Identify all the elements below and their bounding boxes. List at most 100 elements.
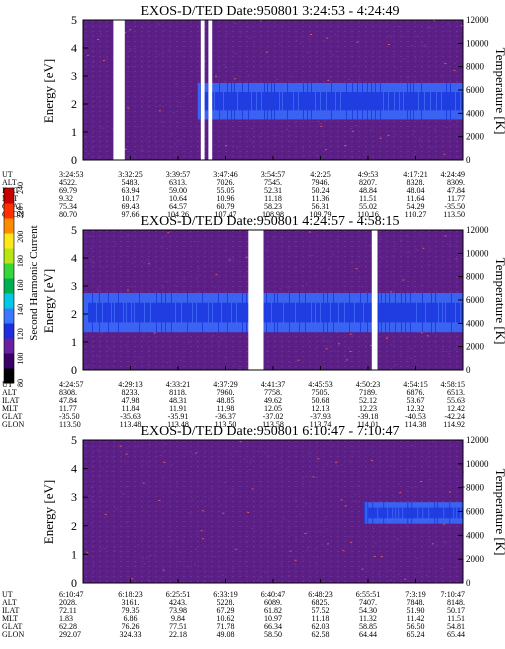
colorbar-tick-label: 140 bbox=[16, 304, 25, 316]
speckle bbox=[235, 451, 238, 453]
band-streak bbox=[416, 293, 417, 333]
band-streak bbox=[99, 293, 100, 333]
panel-3-title: EXOS-D/TED Date:950801 6:10:47 - 7:10:47 bbox=[141, 424, 400, 439]
colorbar-tick-label: 220 bbox=[16, 206, 25, 218]
table-cell: 64.57 bbox=[169, 202, 187, 211]
speckle bbox=[440, 568, 443, 569]
speckle bbox=[340, 464, 343, 466]
speckle bbox=[142, 460, 144, 462]
speckle bbox=[406, 490, 409, 492]
band-streak bbox=[407, 83, 408, 120]
table-cell: 7758. bbox=[264, 388, 282, 397]
speckle bbox=[327, 543, 329, 545]
band-streak bbox=[327, 293, 328, 333]
speckle bbox=[286, 128, 289, 130]
table-cell: 60.79 bbox=[217, 202, 235, 211]
speckle bbox=[250, 127, 253, 129]
band-core bbox=[368, 507, 463, 519]
speckle bbox=[95, 97, 98, 99]
colorbar-segment bbox=[4, 338, 14, 354]
table-cell: 10.64 bbox=[169, 194, 187, 203]
speckle bbox=[188, 341, 191, 343]
speckle bbox=[124, 255, 127, 257]
table-cell: 50.68 bbox=[312, 396, 330, 405]
speckle bbox=[230, 491, 233, 493]
band-streak bbox=[352, 83, 353, 120]
table-cell: 8118. bbox=[169, 388, 187, 397]
speckle bbox=[351, 441, 354, 443]
speckle bbox=[178, 51, 181, 53]
table-cell: 9.32 bbox=[59, 194, 73, 203]
speckle bbox=[97, 157, 100, 159]
speckle bbox=[357, 484, 360, 486]
band-streak bbox=[307, 83, 308, 120]
table-cell: 114.01 bbox=[357, 420, 379, 429]
table-cell: 7189. bbox=[359, 388, 377, 397]
speckle bbox=[96, 355, 98, 357]
speckle bbox=[327, 79, 330, 81]
speckle bbox=[195, 126, 198, 128]
speckle bbox=[385, 337, 388, 339]
band-streak bbox=[349, 293, 350, 333]
band-streak bbox=[460, 502, 462, 524]
table-cell: 114.92 bbox=[443, 420, 465, 429]
speckle bbox=[351, 262, 354, 263]
speckle bbox=[421, 332, 424, 334]
speckle bbox=[273, 135, 276, 137]
table-cell: 7:3:19 bbox=[405, 590, 425, 599]
band-streak bbox=[410, 293, 411, 333]
speckle bbox=[305, 549, 308, 551]
speckle bbox=[363, 153, 366, 155]
y-right-tick-label: 6000 bbox=[466, 85, 485, 95]
speckle bbox=[287, 247, 290, 249]
speckle bbox=[402, 279, 405, 281]
table-cell: 8148. bbox=[447, 598, 465, 607]
speckle bbox=[346, 359, 349, 361]
speckle bbox=[137, 445, 140, 447]
table-cell: 22.18 bbox=[169, 630, 187, 639]
speckle bbox=[201, 538, 204, 540]
band-streak bbox=[425, 293, 426, 333]
row-label: ILAT bbox=[2, 396, 19, 405]
speckle bbox=[260, 581, 263, 583]
speckle bbox=[190, 71, 193, 72]
band-streak bbox=[453, 502, 455, 524]
band-streak bbox=[405, 293, 406, 333]
speckle bbox=[341, 471, 344, 473]
table-cell: -35.50 bbox=[59, 412, 80, 421]
speckle bbox=[325, 348, 328, 350]
speckle bbox=[265, 249, 268, 251]
speckle bbox=[294, 563, 297, 565]
speckle bbox=[316, 51, 318, 53]
table-cell: 97.66 bbox=[122, 210, 140, 219]
band-streak bbox=[387, 502, 389, 524]
table-cell: 66.34 bbox=[264, 622, 282, 631]
speckle bbox=[349, 351, 352, 352]
table-cell: 52.31 bbox=[264, 186, 282, 195]
speckle bbox=[447, 23, 450, 25]
speckle bbox=[188, 512, 191, 514]
colorbar-tick-label: 120 bbox=[16, 328, 25, 340]
speckle bbox=[161, 237, 164, 239]
speckle bbox=[452, 123, 455, 125]
speckle bbox=[405, 360, 408, 362]
speckle bbox=[299, 513, 302, 515]
speckle bbox=[223, 64, 226, 66]
y-tick-label: 5 bbox=[71, 13, 77, 27]
speckle bbox=[322, 133, 325, 135]
table-cell: 69.43 bbox=[122, 202, 140, 211]
table-cell: 47.98 bbox=[122, 396, 140, 405]
speckle bbox=[326, 341, 329, 342]
speckle bbox=[189, 231, 191, 233]
speckle bbox=[454, 348, 457, 350]
colorbar-segment bbox=[4, 353, 14, 369]
band-streak bbox=[221, 293, 222, 333]
speckle bbox=[435, 467, 438, 469]
speckle bbox=[170, 491, 173, 493]
speckle bbox=[101, 332, 103, 334]
speckle bbox=[303, 521, 306, 523]
speckle bbox=[325, 516, 328, 517]
speckle bbox=[413, 359, 416, 361]
speckle bbox=[170, 531, 173, 533]
speckle bbox=[312, 556, 315, 558]
